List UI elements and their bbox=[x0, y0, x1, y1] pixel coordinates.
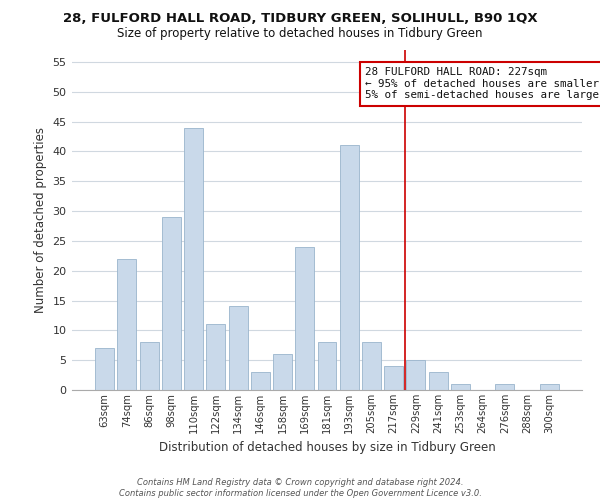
Bar bbox=[184, 128, 203, 390]
Bar bbox=[451, 384, 470, 390]
Bar bbox=[118, 259, 136, 390]
Bar bbox=[406, 360, 425, 390]
Bar bbox=[206, 324, 225, 390]
Bar bbox=[162, 217, 181, 390]
Bar bbox=[340, 146, 359, 390]
Bar bbox=[95, 348, 114, 390]
Y-axis label: Number of detached properties: Number of detached properties bbox=[34, 127, 47, 313]
Bar bbox=[496, 384, 514, 390]
Bar bbox=[273, 354, 292, 390]
Bar bbox=[140, 342, 158, 390]
Bar bbox=[362, 342, 381, 390]
Bar bbox=[295, 247, 314, 390]
Text: Contains HM Land Registry data © Crown copyright and database right 2024.
Contai: Contains HM Land Registry data © Crown c… bbox=[119, 478, 481, 498]
Bar bbox=[429, 372, 448, 390]
Bar bbox=[540, 384, 559, 390]
X-axis label: Distribution of detached houses by size in Tidbury Green: Distribution of detached houses by size … bbox=[158, 442, 496, 454]
Bar bbox=[384, 366, 403, 390]
Text: 28 FULFORD HALL ROAD: 227sqm
← 95% of detached houses are smaller (229)
5% of se: 28 FULFORD HALL ROAD: 227sqm ← 95% of de… bbox=[365, 67, 600, 100]
Text: Size of property relative to detached houses in Tidbury Green: Size of property relative to detached ho… bbox=[117, 28, 483, 40]
Bar bbox=[317, 342, 337, 390]
Bar bbox=[229, 306, 248, 390]
Text: 28, FULFORD HALL ROAD, TIDBURY GREEN, SOLIHULL, B90 1QX: 28, FULFORD HALL ROAD, TIDBURY GREEN, SO… bbox=[62, 12, 538, 26]
Bar bbox=[251, 372, 270, 390]
